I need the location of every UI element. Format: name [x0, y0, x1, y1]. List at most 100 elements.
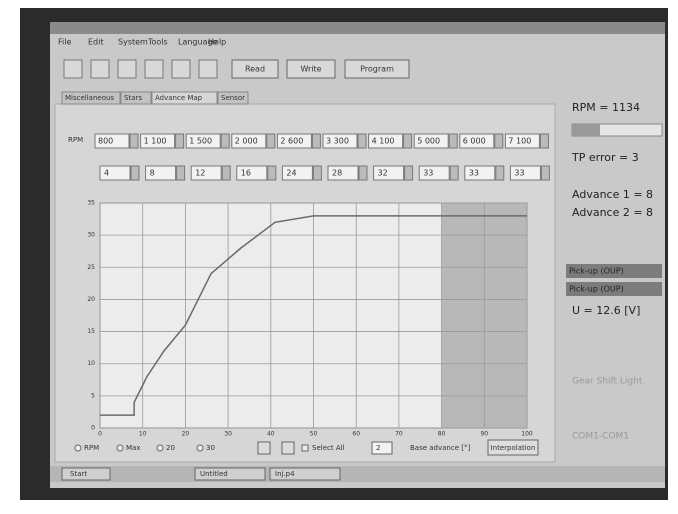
spinner[interactable]: [450, 166, 458, 180]
pickup-status: Pick-up (OUP): [569, 267, 624, 276]
rpm-input-value: 6 000: [463, 137, 486, 146]
spinner[interactable]: [541, 166, 549, 180]
radio-button[interactable]: [75, 445, 81, 451]
task-label: Inj.p4: [275, 470, 295, 478]
spinner[interactable]: [222, 166, 230, 180]
x-tick-label: 40: [267, 431, 275, 438]
checkbox[interactable]: [302, 445, 308, 451]
x-tick-label: 70: [395, 431, 403, 438]
tab-label: Advance Map: [155, 94, 203, 102]
status-voltage: U = 12.6 [V]: [572, 304, 640, 317]
tab-label: Sensor: [221, 94, 245, 102]
advance-input-value: 24: [286, 169, 296, 178]
base-input[interactable]: [372, 442, 392, 454]
y-tick-label: 20: [87, 296, 95, 303]
x-tick-label: 0: [98, 431, 102, 438]
status-tp-error: TP error = 3: [571, 151, 639, 164]
y-tick-label: 10: [87, 360, 95, 367]
rpm-input-value: 2 000: [235, 137, 258, 146]
y-tick-label: 25: [87, 264, 95, 271]
spinner[interactable]: [312, 134, 320, 148]
rpm-input-value: 800: [98, 137, 113, 146]
radio-button[interactable]: [117, 445, 123, 451]
spinner[interactable]: [405, 166, 413, 180]
toolbar-button-label: Write: [300, 65, 321, 74]
spinner[interactable]: [177, 166, 185, 180]
task-label: Untitled: [200, 470, 228, 478]
menu-item[interactable]: System: [118, 38, 148, 47]
status-gear-shift: Gear Shift Light: [572, 377, 643, 387]
rpm-input-value: 5 000: [417, 137, 440, 146]
advance-input-value: 16: [241, 169, 251, 178]
spinner[interactable]: [449, 134, 457, 148]
x-tick-label: 90: [480, 431, 488, 438]
x-tick-label: 100: [521, 431, 533, 438]
menu-item[interactable]: Edit: [88, 38, 104, 47]
base-label: Base advance [°]: [410, 444, 470, 452]
menu-item[interactable]: Tools: [147, 38, 168, 47]
x-tick-label: 60: [352, 431, 360, 438]
rpm-row-label: RPM: [68, 136, 83, 144]
x-tick-label: 50: [310, 431, 318, 438]
spinner[interactable]: [404, 134, 412, 148]
tab-label: Miscellaneous: [65, 94, 114, 102]
advance-input-value: 8: [150, 169, 155, 178]
toolbar-icon[interactable]: [172, 60, 190, 78]
spinner[interactable]: [358, 134, 366, 148]
toolbar-icon[interactable]: [145, 60, 163, 78]
tab-label: Stars: [124, 94, 142, 102]
spinner[interactable]: [131, 166, 139, 180]
spinner[interactable]: [268, 166, 276, 180]
spinner[interactable]: [359, 166, 367, 180]
x-tick-label: 10: [139, 431, 147, 438]
advance-input-value: 4: [104, 169, 109, 178]
status-advance2: Advance 2 = 8: [572, 206, 653, 219]
rpm-input-value: 3 300: [326, 137, 349, 146]
x-tick-label: 30: [224, 431, 232, 438]
menu-item[interactable]: File: [58, 38, 71, 47]
toolbar-icon[interactable]: [199, 60, 217, 78]
spinner[interactable]: [495, 134, 503, 148]
radio-button[interactable]: [197, 445, 203, 451]
rpm-input-value: 1 500: [189, 137, 212, 146]
checkbox-label: Select All: [312, 444, 345, 452]
nav-button[interactable]: [258, 442, 270, 454]
spinner[interactable]: [176, 134, 184, 148]
y-tick-label: 0: [91, 425, 95, 432]
toolbar-button-label: Program: [360, 65, 394, 74]
spinner[interactable]: [267, 134, 275, 148]
x-tick-label: 20: [182, 431, 190, 438]
advance-input-value: 12: [195, 169, 205, 178]
toolbar-icon[interactable]: [91, 60, 109, 78]
radio-label: RPM: [84, 444, 99, 452]
radio-button[interactable]: [157, 445, 163, 451]
y-tick-label: 15: [87, 328, 95, 335]
menu-item[interactable]: Help: [208, 38, 226, 47]
y-tick-label: 5: [91, 392, 95, 399]
advance-input-value: 33: [423, 169, 433, 178]
advance-input-value: 33: [514, 169, 524, 178]
radio-label: Max: [126, 444, 140, 452]
y-tick-label: 30: [87, 232, 95, 239]
pickup-status: Pick-up (OUP): [569, 285, 624, 294]
screen-photo: FileEditSystemToolsLanguageHelpReadWrite…: [0, 0, 678, 510]
rpm-input-value: 1 100: [144, 137, 167, 146]
start-label: Start: [70, 470, 87, 478]
rpm-progress-fill: [572, 124, 600, 136]
y-tick-label: 35: [87, 200, 95, 207]
rpm-input-value: 4 100: [372, 137, 395, 146]
taskbar: [50, 466, 665, 482]
toolbar-icon[interactable]: [64, 60, 82, 78]
spinner[interactable]: [496, 166, 504, 180]
status-advance1: Advance 1 = 8: [572, 188, 653, 201]
spinner[interactable]: [130, 134, 138, 148]
advance-input-value: 33: [469, 169, 479, 178]
nav-button[interactable]: [282, 442, 294, 454]
spinner[interactable]: [221, 134, 229, 148]
spinner[interactable]: [313, 166, 321, 180]
status-rpm: RPM = 1134: [572, 101, 640, 114]
base-input-value: 2: [376, 444, 380, 452]
radio-label: 30: [206, 444, 215, 452]
toolbar-icon[interactable]: [118, 60, 136, 78]
spinner[interactable]: [540, 134, 548, 148]
